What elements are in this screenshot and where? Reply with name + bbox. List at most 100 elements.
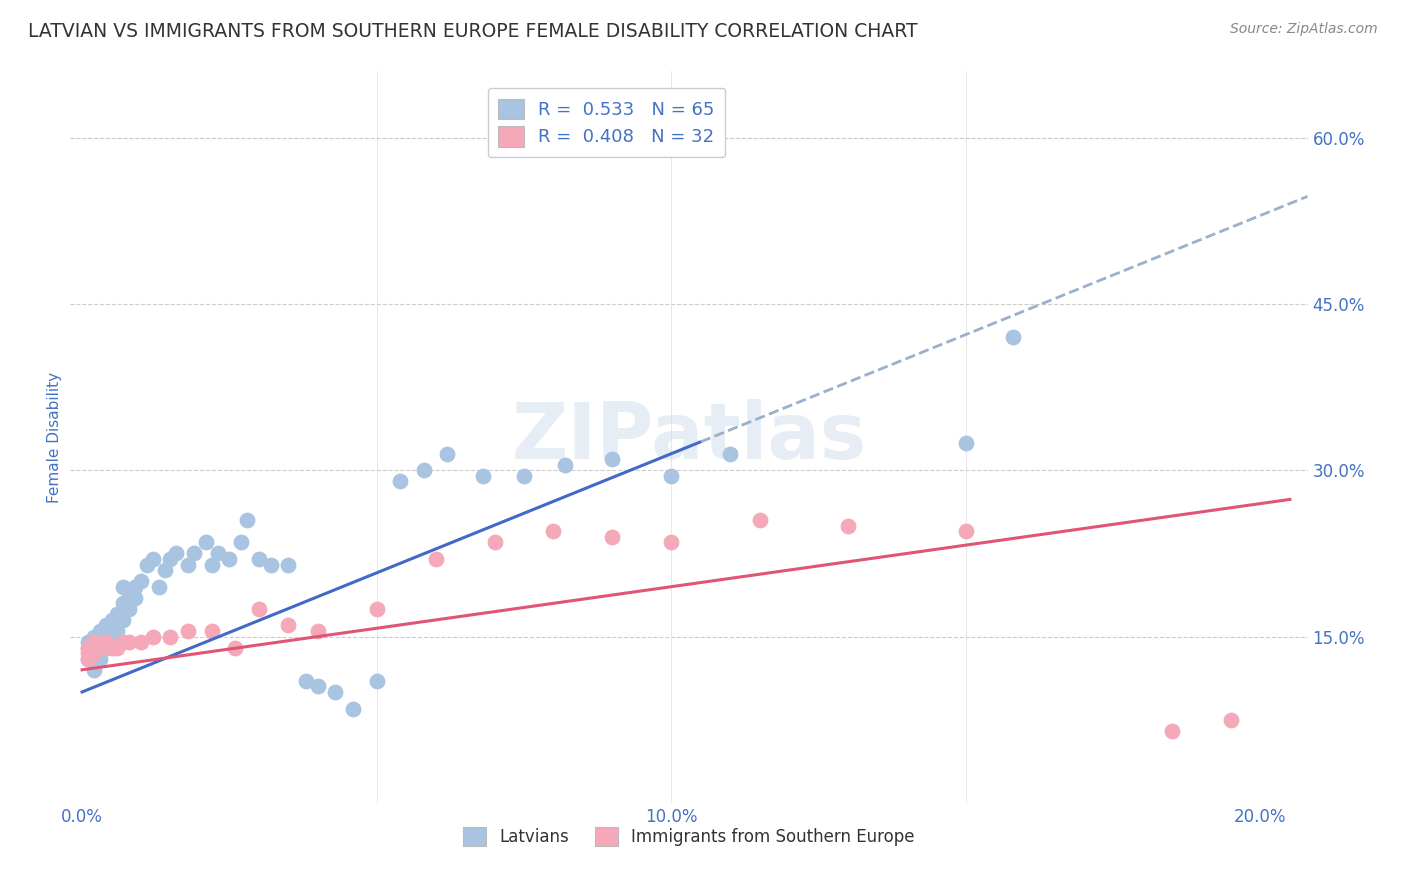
Point bbox=[718, 447, 741, 461]
Point bbox=[100, 635, 122, 649]
Point bbox=[83, 646, 105, 660]
Text: Source: ZipAtlas.com: Source: ZipAtlas.com bbox=[1230, 22, 1378, 37]
Point bbox=[307, 680, 329, 694]
Point bbox=[94, 618, 117, 632]
Point bbox=[165, 546, 187, 560]
Point bbox=[207, 546, 229, 560]
Point bbox=[94, 640, 117, 655]
Point bbox=[159, 552, 181, 566]
Point bbox=[107, 607, 129, 622]
Point bbox=[94, 635, 117, 649]
Point bbox=[124, 580, 146, 594]
Text: ZIPatlas: ZIPatlas bbox=[512, 399, 866, 475]
Point bbox=[94, 635, 117, 649]
Point bbox=[83, 630, 105, 644]
Point bbox=[89, 624, 111, 638]
Point bbox=[236, 513, 259, 527]
Point bbox=[412, 463, 434, 477]
Point bbox=[118, 585, 141, 599]
Point bbox=[107, 613, 129, 627]
Point bbox=[142, 552, 165, 566]
Point bbox=[955, 524, 977, 539]
Point bbox=[325, 685, 347, 699]
Point bbox=[1161, 723, 1184, 738]
Point bbox=[89, 651, 111, 665]
Point bbox=[94, 624, 117, 638]
Point bbox=[153, 563, 176, 577]
Point bbox=[389, 475, 412, 489]
Point bbox=[83, 646, 105, 660]
Point bbox=[77, 640, 100, 655]
Point bbox=[77, 640, 100, 655]
Point bbox=[247, 552, 270, 566]
Point bbox=[177, 624, 200, 638]
Point bbox=[554, 458, 576, 472]
Point bbox=[471, 468, 494, 483]
Point bbox=[129, 574, 152, 589]
Point bbox=[112, 613, 135, 627]
Point bbox=[307, 624, 329, 638]
Point bbox=[955, 435, 977, 450]
Point bbox=[77, 646, 100, 660]
Point bbox=[118, 602, 141, 616]
Point bbox=[118, 635, 141, 649]
Point bbox=[148, 580, 170, 594]
Point bbox=[83, 635, 105, 649]
Point bbox=[100, 640, 122, 655]
Point bbox=[107, 640, 129, 655]
Point bbox=[366, 673, 388, 688]
Point bbox=[112, 596, 135, 610]
Text: LATVIAN VS IMMIGRANTS FROM SOUTHERN EUROPE FEMALE DISABILITY CORRELATION CHART: LATVIAN VS IMMIGRANTS FROM SOUTHERN EURO… bbox=[28, 22, 918, 41]
Point bbox=[124, 591, 146, 605]
Point bbox=[83, 640, 105, 655]
Point bbox=[159, 630, 181, 644]
Point bbox=[342, 701, 364, 715]
Point bbox=[247, 602, 270, 616]
Point bbox=[425, 552, 447, 566]
Point bbox=[748, 513, 770, 527]
Point bbox=[602, 530, 624, 544]
Point bbox=[659, 468, 682, 483]
Point bbox=[89, 640, 111, 655]
Point bbox=[89, 635, 111, 649]
Y-axis label: Female Disability: Female Disability bbox=[46, 371, 62, 503]
Legend: Latvians, Immigrants from Southern Europe: Latvians, Immigrants from Southern Europ… bbox=[457, 821, 921, 853]
Point bbox=[89, 630, 111, 644]
Point bbox=[107, 624, 129, 638]
Point bbox=[183, 546, 205, 560]
Point bbox=[484, 535, 506, 549]
Point bbox=[100, 630, 122, 644]
Point bbox=[218, 552, 240, 566]
Point bbox=[83, 663, 105, 677]
Point bbox=[659, 535, 682, 549]
Point bbox=[194, 535, 217, 549]
Point bbox=[366, 602, 388, 616]
Point bbox=[77, 635, 100, 649]
Point bbox=[100, 613, 122, 627]
Point bbox=[602, 452, 624, 467]
Point bbox=[177, 558, 200, 572]
Point bbox=[543, 524, 565, 539]
Point bbox=[77, 651, 100, 665]
Point bbox=[89, 640, 111, 655]
Point bbox=[83, 635, 105, 649]
Point bbox=[277, 618, 299, 632]
Point bbox=[295, 673, 318, 688]
Point bbox=[77, 651, 100, 665]
Point bbox=[112, 580, 135, 594]
Point bbox=[201, 558, 224, 572]
Point bbox=[436, 447, 458, 461]
Point bbox=[142, 630, 165, 644]
Point bbox=[277, 558, 299, 572]
Point bbox=[513, 468, 536, 483]
Point bbox=[129, 635, 152, 649]
Point bbox=[100, 618, 122, 632]
Point bbox=[112, 635, 135, 649]
Point bbox=[224, 640, 246, 655]
Point bbox=[837, 518, 859, 533]
Point bbox=[259, 558, 281, 572]
Point bbox=[1220, 713, 1243, 727]
Point bbox=[83, 640, 105, 655]
Point bbox=[135, 558, 157, 572]
Point bbox=[1001, 330, 1024, 344]
